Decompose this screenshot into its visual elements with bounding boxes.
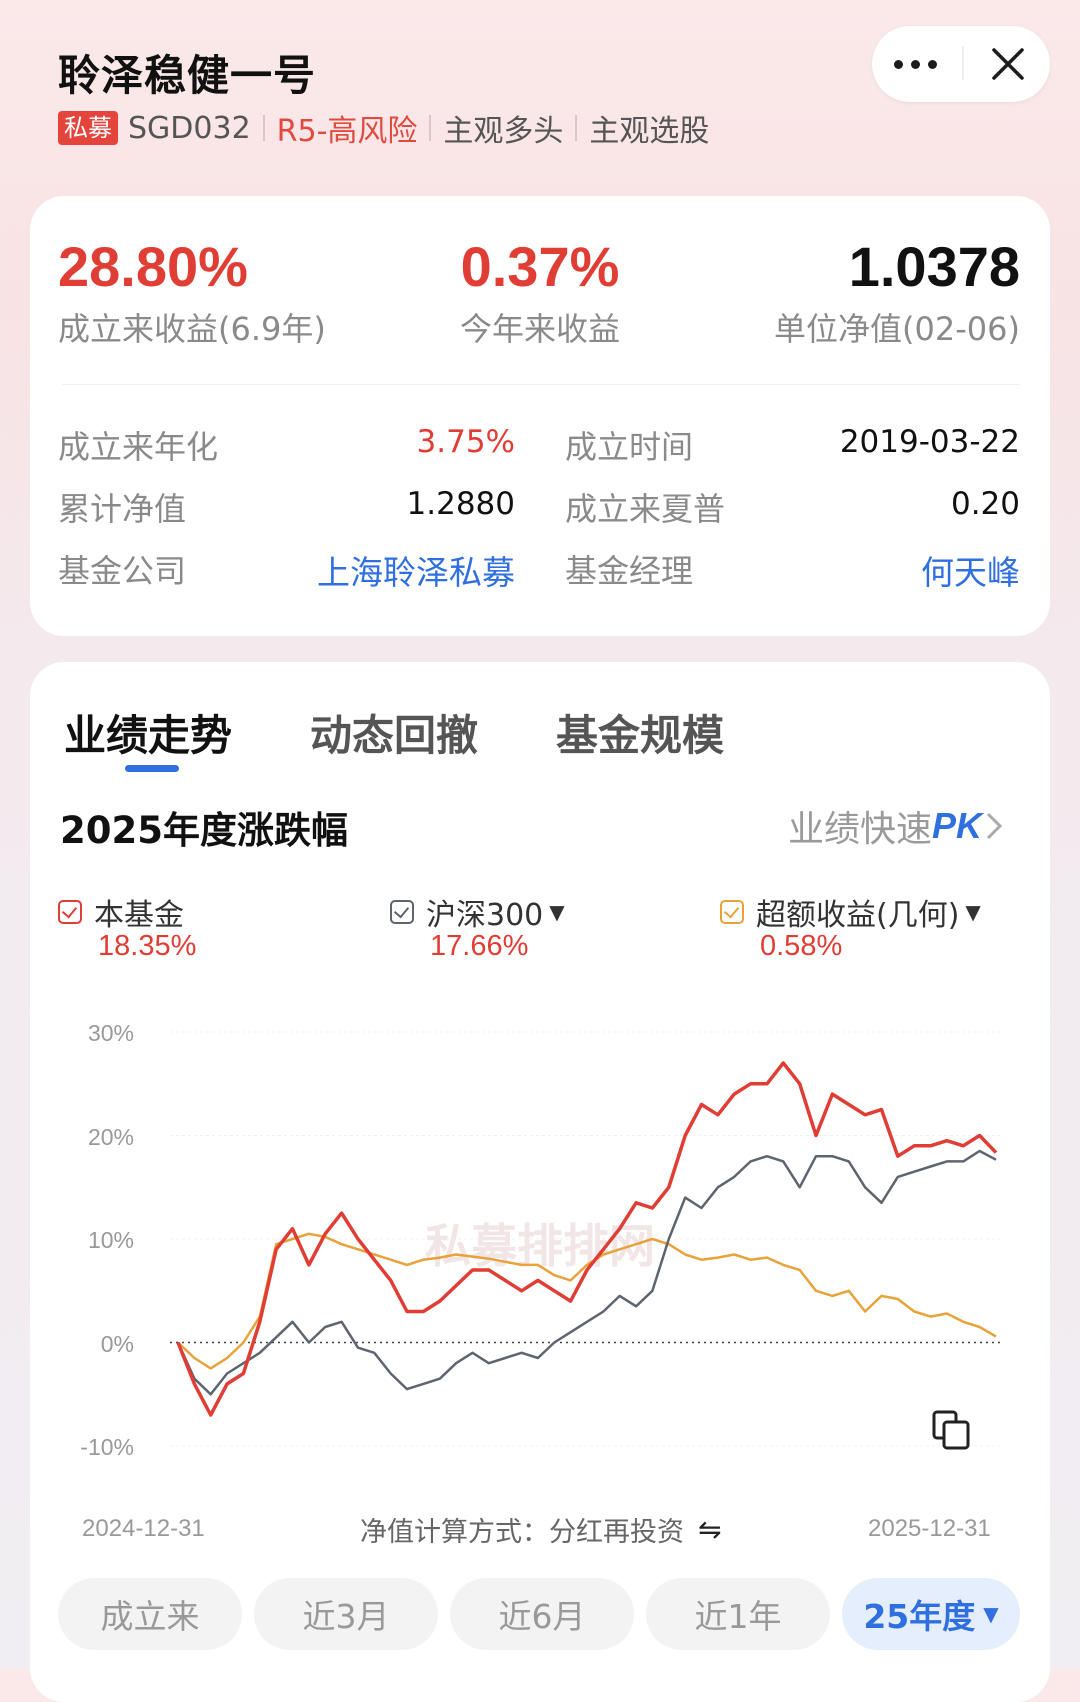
y-tick-label: 10%	[87, 1227, 134, 1253]
calc-method[interactable]: 净值计算方式：分红再投资 ⇋	[360, 1510, 721, 1549]
chevron-right-icon	[986, 812, 1003, 840]
y-tick-label: -10%	[80, 1434, 134, 1460]
period-6m[interactable]: 近6月	[450, 1578, 634, 1650]
cumulative-nav-value: 1.2880	[406, 486, 515, 522]
series-line-hs300	[176, 1149, 997, 1396]
tag-divider	[575, 115, 578, 141]
more-icon	[893, 59, 903, 69]
legend-excess-value: 0.58%	[760, 930, 843, 962]
checkbox-icon	[390, 900, 414, 924]
fund-title: 聆泽稳健一号	[58, 51, 317, 100]
summary-card	[30, 196, 1050, 636]
period-since-inception[interactable]: 成立来	[58, 1578, 242, 1650]
period-3m[interactable]: 近3月	[254, 1578, 438, 1650]
chart-title: 2025年度涨跌幅	[60, 809, 348, 852]
checkbox-icon	[720, 900, 744, 924]
legend-excess[interactable]: 超额收益(几何) ▼	[720, 890, 981, 934]
more-button[interactable]	[885, 36, 945, 92]
quick-pk-link[interactable]: 业绩快速 PK	[788, 800, 1006, 852]
cumulative-nav-label: 累计净值	[58, 490, 187, 528]
tab-drawdown[interactable]: 动态回撤	[310, 711, 479, 760]
performance-card	[30, 662, 1050, 1702]
watermark: 私募排排网	[425, 1219, 655, 1273]
close-icon	[992, 48, 1024, 80]
controls-divider	[962, 46, 964, 80]
fund-code: SGD032	[128, 110, 251, 146]
y-tick-label: 0%	[100, 1331, 134, 1357]
company-label: 基金公司	[58, 552, 187, 590]
swap-icon: ⇋	[698, 1513, 722, 1546]
y-tick-label: 30%	[87, 1020, 134, 1046]
series-line-fund	[176, 1061, 998, 1417]
y-tick-label: 20%	[87, 1124, 134, 1150]
calc-method-label: 净值计算方式：分红再投资	[360, 1517, 684, 1548]
period-2025[interactable]: 25年度 ▼	[842, 1578, 1020, 1650]
pk-suffix: PK	[932, 805, 983, 846]
x-end-label: 2025-12-31	[868, 1515, 991, 1542]
sharpe-value: 0.20	[950, 486, 1020, 522]
manager-label: 基金经理	[565, 552, 694, 590]
company-link[interactable]: 上海聆泽私募	[317, 553, 515, 592]
close-button[interactable]	[980, 36, 1036, 92]
series-line-excess	[177, 1232, 997, 1370]
unit-nav-label: 单位净值(02-06)	[774, 310, 1020, 348]
legend-fund-label: 本基金	[94, 898, 184, 933]
ytd-return: 0.37%	[460, 235, 620, 298]
tag-divider	[429, 115, 432, 141]
inception-date-label: 成立时间	[565, 428, 694, 466]
x-start-label: 2024-12-31	[82, 1515, 205, 1542]
annualized-value: 3.75%	[416, 424, 515, 460]
risk-level: R5-高风险	[276, 114, 418, 149]
tab-performance[interactable]: 业绩走势	[64, 711, 233, 760]
checkbox-icon	[58, 900, 82, 924]
copy-button[interactable]	[930, 1408, 974, 1452]
since-inception-label: 成立来收益(6.9年)	[58, 310, 326, 348]
copy-icon	[932, 1410, 970, 1450]
unit-nav: 1.0378	[848, 235, 1020, 298]
legend-fund[interactable]: 本基金	[58, 890, 184, 934]
legend-excess-label: 超额收益(几何)	[756, 898, 960, 933]
strategy-tag: 主观多头	[443, 114, 564, 149]
legend-hs300-label: 沪深300	[426, 898, 544, 933]
style-tag: 主观选股	[589, 114, 710, 149]
legend-fund-value: 18.35%	[98, 930, 197, 962]
period-2025-label: 25年度	[863, 1597, 976, 1636]
summary-divider	[62, 384, 1020, 385]
since-inception-return: 28.80%	[58, 235, 248, 298]
annualized-label: 成立来年化	[58, 428, 219, 466]
pk-prefix: 业绩快速	[788, 809, 933, 850]
ytd-label: 今年来收益	[459, 310, 620, 348]
tab-fund-size[interactable]: 基金规模	[556, 711, 725, 760]
manager-link[interactable]: 何天峰	[921, 553, 1020, 592]
active-tab-indicator	[125, 765, 179, 772]
dropdown-triangle-icon: ▼	[983, 1602, 999, 1626]
dropdown-triangle-icon: ▼	[965, 900, 981, 924]
dropdown-triangle-icon: ▼	[549, 900, 565, 924]
legend-hs300-value: 17.66%	[430, 930, 529, 962]
fund-tags: 私募 SGD032 R5-高风险 主观多头 主观选股	[58, 108, 710, 149]
legend-hs300[interactable]: 沪深300 ▼	[390, 890, 565, 934]
period-1y[interactable]: 近1年	[646, 1578, 830, 1650]
inception-date-value: 2019-03-22	[839, 424, 1020, 460]
private-fund-badge: 私募	[58, 111, 118, 145]
sharpe-label: 成立来夏普	[565, 490, 726, 528]
tag-divider	[262, 115, 265, 141]
